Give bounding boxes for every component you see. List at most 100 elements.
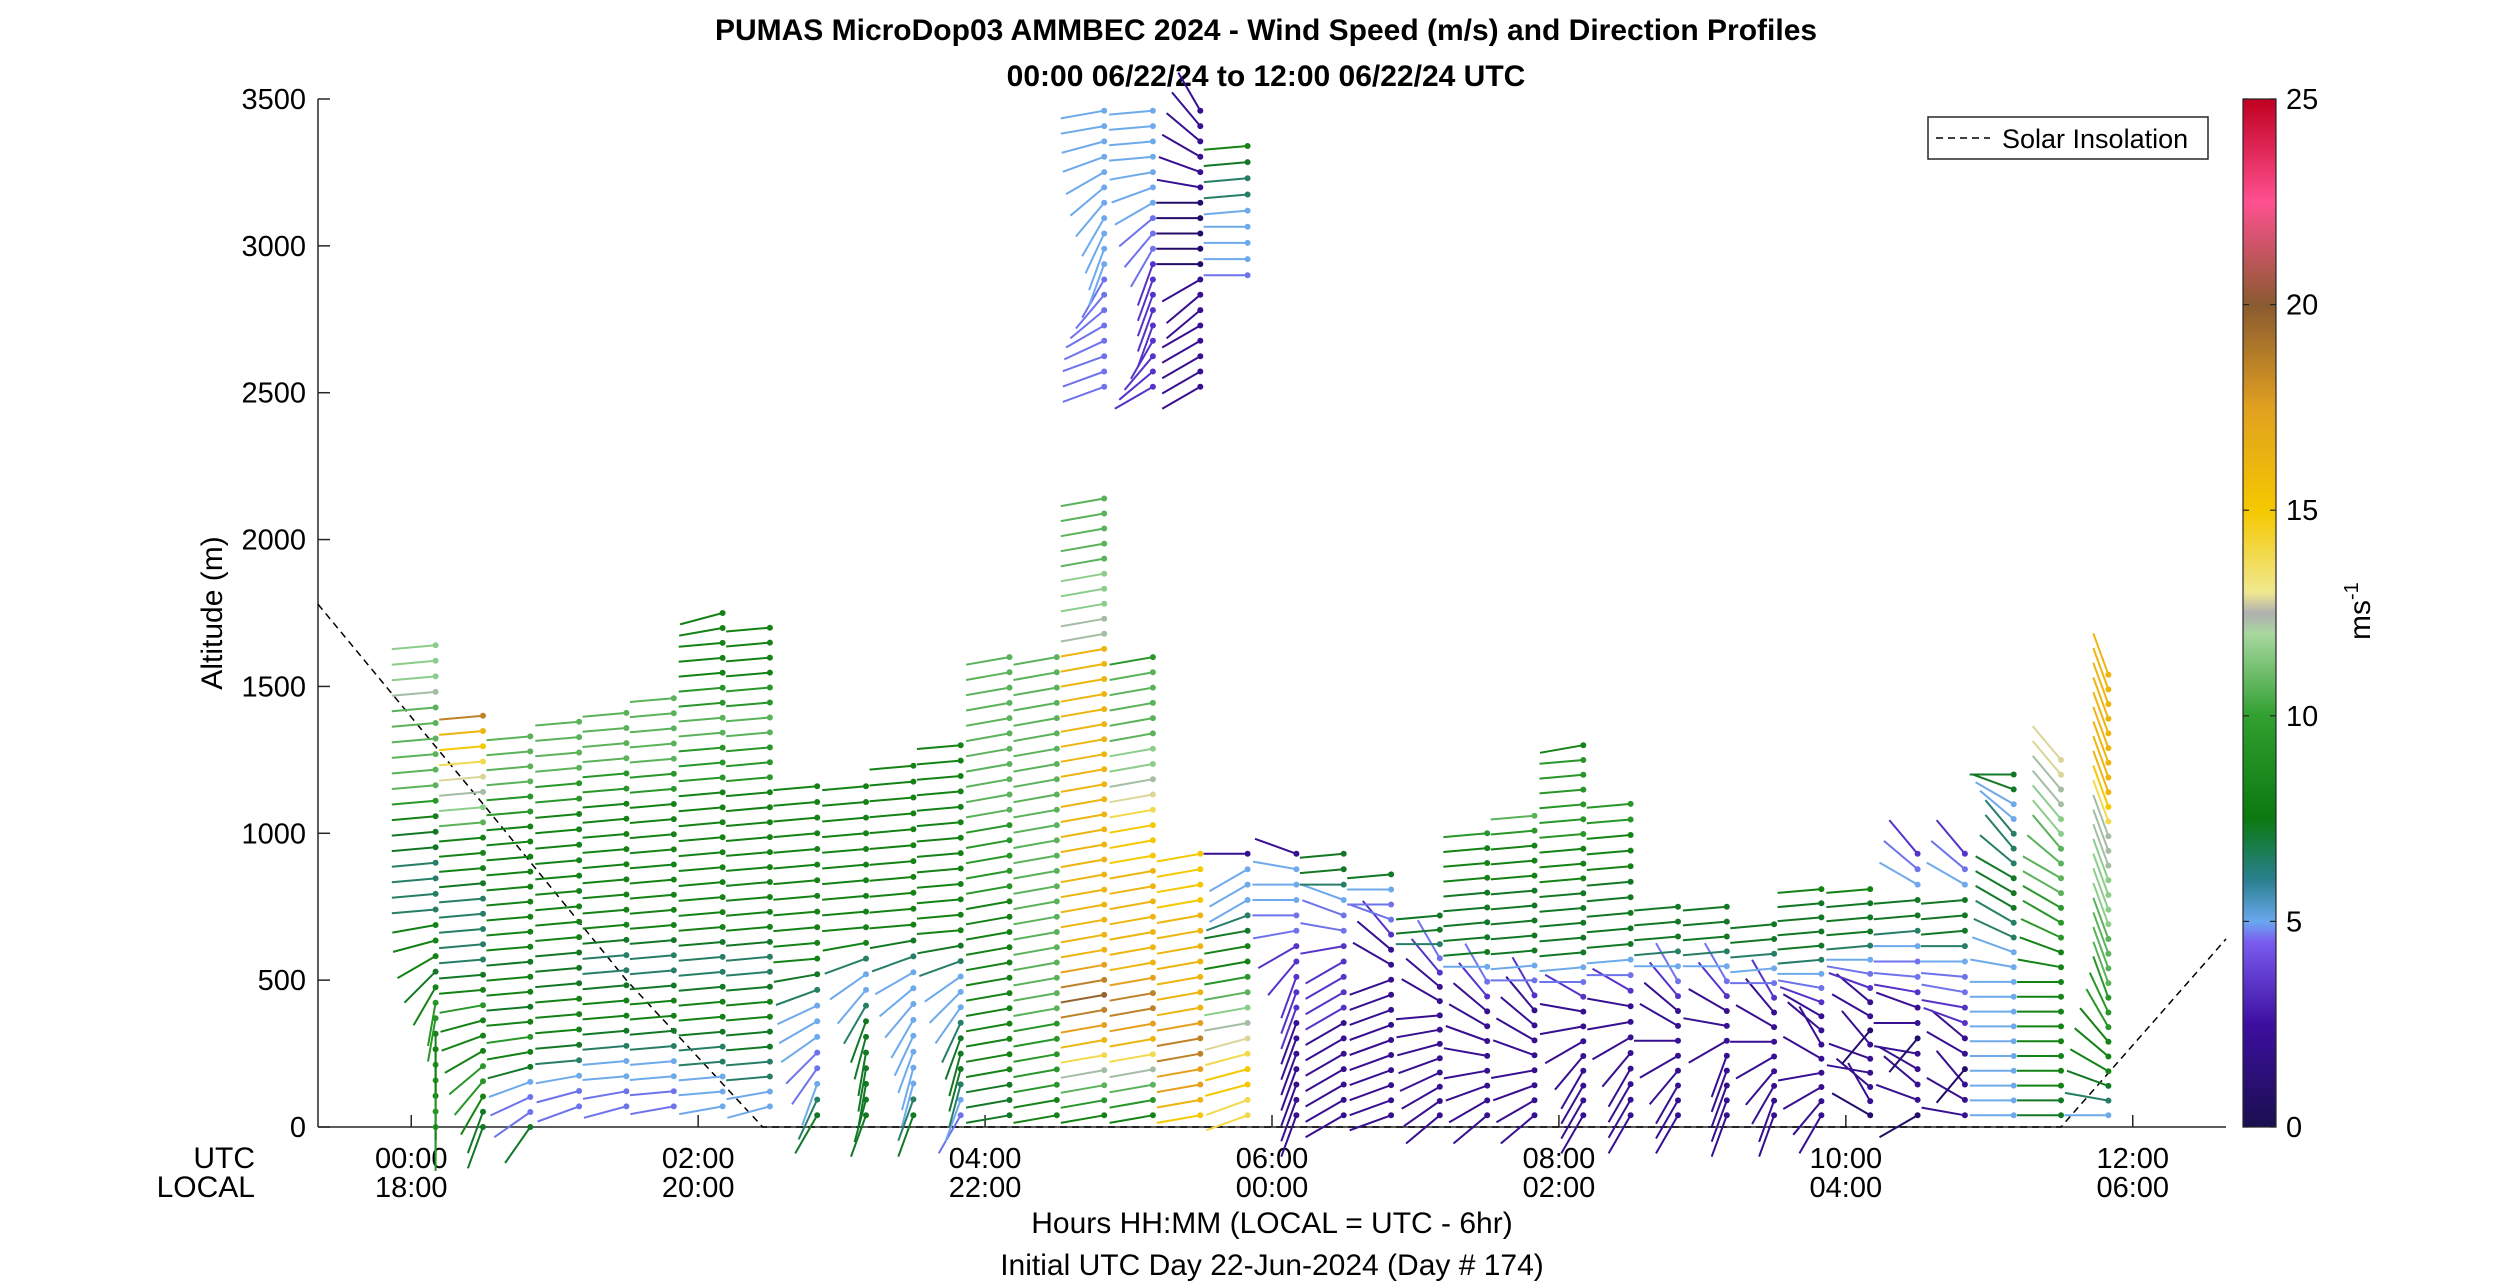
wind-barb-shaft	[439, 897, 484, 904]
wind-barb-shaft	[1539, 877, 1584, 884]
wind-barb-point	[1101, 383, 1108, 390]
wind-barb-point	[1675, 933, 1681, 940]
wind-barb-shaft	[1777, 930, 1822, 937]
wind-barb-shaft	[678, 671, 723, 678]
wind-barb-shaft	[1109, 732, 1154, 743]
wind-barb-point	[623, 921, 630, 928]
wind-barb-shaft	[1013, 778, 1057, 788]
wind-barb-point	[1436, 1098, 1443, 1104]
wind-barb-shaft	[1123, 232, 1154, 268]
wind-barb-point	[1436, 941, 1443, 948]
wind-barb-shaft	[486, 1005, 531, 1012]
wind-barb-point	[1867, 1084, 1874, 1090]
wind-barb-point	[1149, 153, 1156, 160]
wind-barb-point	[1484, 1112, 1491, 1119]
wind-barb-point	[766, 998, 773, 1005]
wind-barb-shaft	[1109, 946, 1154, 956]
wind-barb-shaft	[1109, 1053, 1154, 1063]
wind-barb-point	[576, 980, 583, 987]
wind-barb-point	[1340, 1096, 1347, 1103]
wind-barb-point	[1867, 985, 1874, 991]
wind-barb-shaft	[1930, 840, 1966, 870]
wind-barb-shaft	[965, 869, 1010, 880]
wind-barb-shaft	[678, 716, 723, 723]
wind-barb-point	[2105, 1053, 2112, 1060]
wind-barb-shaft	[392, 939, 436, 953]
wind-barb-point	[766, 864, 773, 871]
wind-barb-shaft	[1305, 1083, 1345, 1108]
wind-barb-point	[1101, 826, 1108, 833]
wind-barb-point	[1293, 1096, 1300, 1103]
colorbar-tick-label: 5	[2286, 906, 2302, 938]
wind-barb-point	[814, 846, 821, 852]
wind-barb-shaft	[1349, 1039, 1392, 1056]
wind-barb-shaft	[535, 828, 580, 835]
wind-barb-shaft	[916, 759, 961, 766]
wind-barb-shaft	[1060, 723, 1105, 733]
wind-barb-shaft	[582, 1044, 627, 1051]
wind-barb-point	[1149, 184, 1156, 191]
wind-barb-point	[1197, 230, 1204, 237]
wind-barb-shaft	[439, 851, 484, 858]
wind-barb-point	[719, 1088, 726, 1095]
wind-barb-shaft	[1060, 662, 1105, 673]
wind-barb-point	[1867, 956, 1874, 963]
wind-barb-shaft	[1161, 278, 1201, 303]
wind-barb-shaft	[1779, 986, 1822, 1004]
x-tick-label-local: 04:00	[1810, 1172, 1883, 1204]
wind-barb-shaft	[869, 796, 914, 803]
wind-barb-point	[1818, 1112, 1825, 1119]
wind-barb-point	[432, 766, 439, 773]
wind-barb-point	[670, 725, 677, 732]
wind-barb-shaft	[535, 874, 580, 881]
wind-barb-shaft	[1544, 973, 1584, 998]
y-tick-label: 2500	[241, 378, 306, 410]
wind-barb-shaft	[822, 848, 867, 854]
wind-barb-point	[1006, 929, 1013, 935]
wind-barb-shaft	[1554, 1055, 1585, 1091]
wind-barb-shaft	[869, 939, 914, 950]
wind-barb-shaft	[391, 892, 436, 899]
wind-barb-point	[1197, 199, 1204, 206]
wind-barb-shaft	[439, 867, 484, 873]
wind-barb-shaft	[1935, 1050, 1966, 1086]
wind-barb-shaft	[582, 999, 627, 1006]
wind-barb-point	[1197, 337, 1204, 344]
wind-barb-shaft	[536, 1090, 580, 1104]
wind-barb-shaft	[773, 832, 818, 839]
wind-barb-shaft	[466, 1111, 484, 1154]
wind-barb-point	[957, 773, 964, 779]
wind-barb-shaft	[1204, 975, 1248, 986]
wind-barb-point	[957, 927, 964, 934]
wind-barb-point	[1101, 751, 1108, 758]
wind-barb-point	[1914, 866, 1921, 873]
wind-barb-shaft	[582, 742, 627, 748]
wind-barb-point	[1101, 676, 1108, 682]
wind-barb-point	[1197, 368, 1204, 375]
wind-barb-shaft	[2092, 956, 2110, 999]
wind-barb-point	[1627, 925, 1634, 932]
wind-barb-point	[1340, 912, 1347, 919]
wind-barb-point	[1867, 942, 1874, 949]
wind-barb-shaft	[1349, 1099, 1392, 1117]
wind-barb-point	[1914, 943, 1921, 950]
wind-barb-shaft	[535, 1059, 580, 1066]
wind-barb-point	[1149, 1051, 1156, 1058]
wind-barb-point	[1580, 1067, 1587, 1074]
wind-barb-shaft	[948, 1053, 962, 1097]
wind-barb-shaft	[1975, 781, 2015, 806]
wind-barb-shaft	[1926, 861, 1966, 886]
wind-barb-point	[1053, 944, 1060, 951]
wind-barb-shaft	[726, 656, 770, 663]
wind-barb-point	[1771, 1112, 1778, 1119]
wind-barb-shaft	[1109, 839, 1154, 849]
wind-barb-point	[527, 1033, 534, 1040]
wind-barb-point	[1197, 245, 1204, 252]
wind-barb-point	[719, 939, 726, 945]
wind-barb-point	[480, 895, 486, 902]
wind-barb-point	[1388, 976, 1395, 983]
wind-barb-shaft	[678, 731, 723, 738]
wind-barb-point	[1244, 912, 1251, 919]
wind-barb-shaft	[965, 854, 1010, 865]
wind-barb-shaft	[1782, 1086, 1822, 1110]
